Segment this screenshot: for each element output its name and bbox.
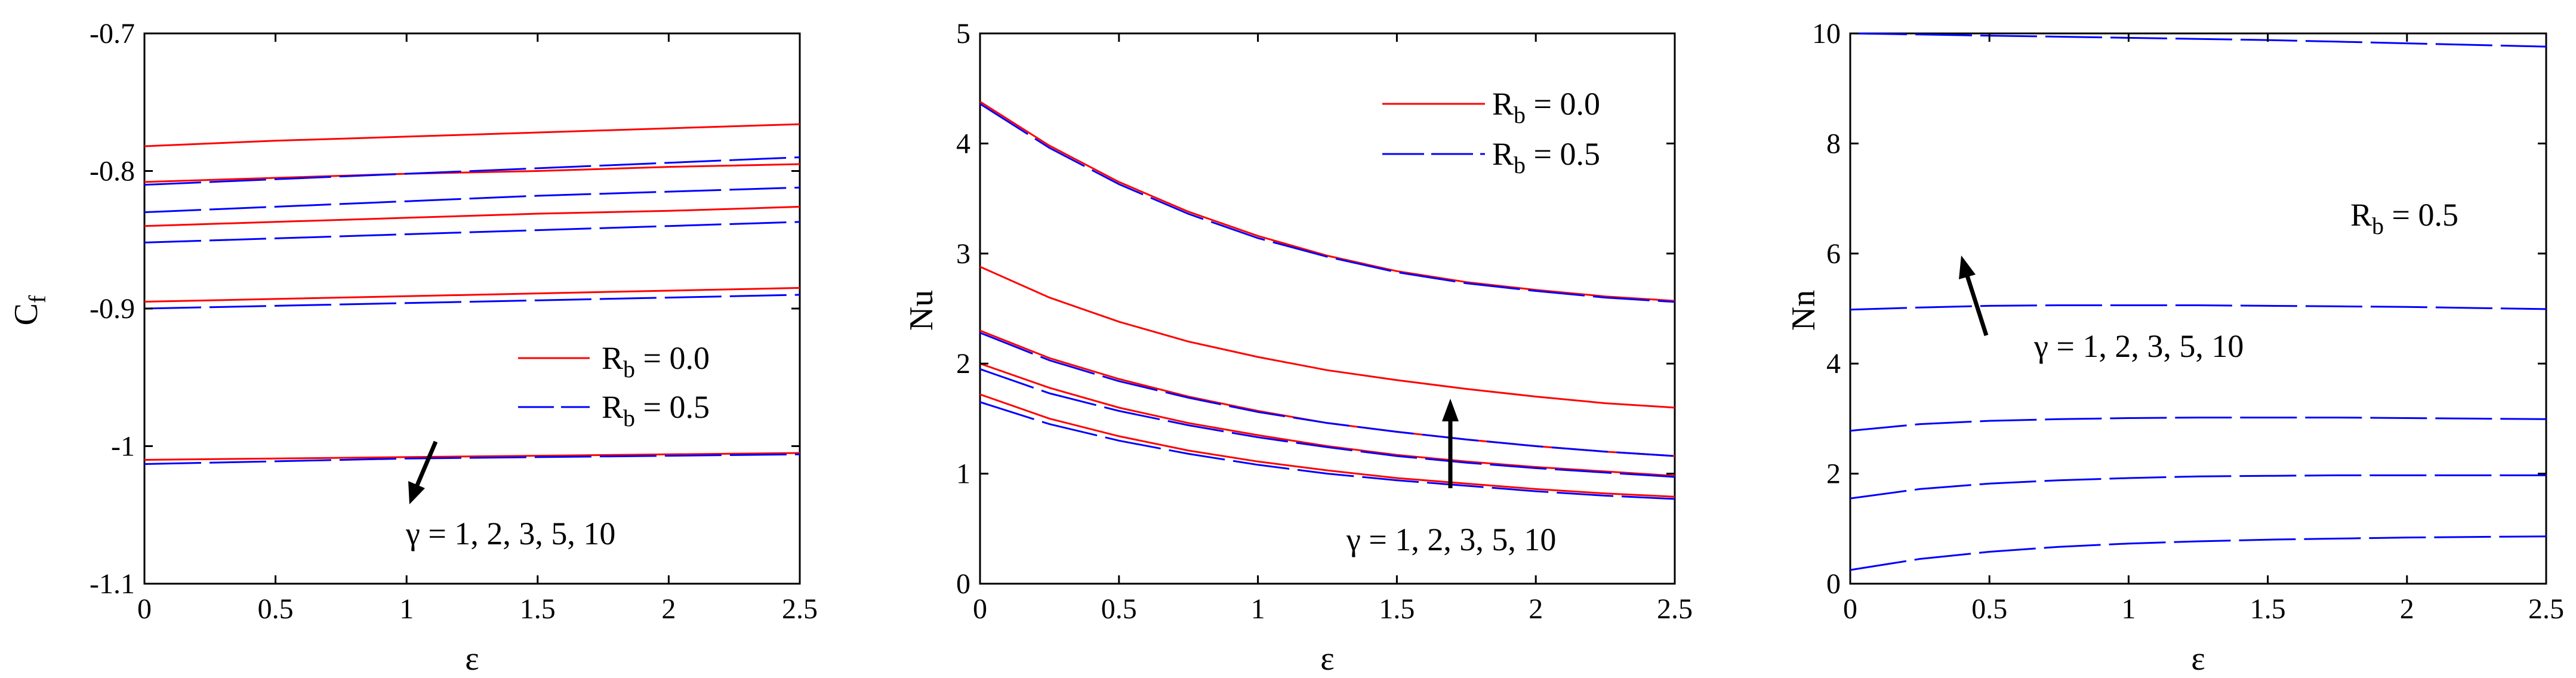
- gamma-annotation: γ = 1, 2, 3, 5, 10: [1346, 522, 1556, 557]
- y-tick-label: 4: [956, 128, 970, 159]
- series-line-blue-5: [979, 103, 1675, 303]
- series-layer: [1850, 32, 2547, 571]
- x-tick-label: 0.5: [1101, 593, 1137, 625]
- series-line-blue-6: [979, 332, 1675, 457]
- gamma-annotation: γ = 1, 2, 3, 5, 10: [405, 516, 615, 551]
- y-tick-label: 8: [1826, 128, 1841, 159]
- gamma-arrow: [408, 440, 438, 504]
- legend-label-rb-0: Rb = 0.0: [1492, 86, 1600, 128]
- rb-label: Rb = 0.5: [2350, 197, 2458, 239]
- series-line-blue-5: [144, 156, 800, 186]
- x-axis-ticks: 0 0.5 1 1.5 2 2.5: [973, 33, 1693, 625]
- y-tick-label: 10: [1812, 18, 1841, 50]
- series-layer: [979, 101, 1675, 500]
- y-tick-label: 2: [1826, 458, 1841, 490]
- y-tick-label: 2: [956, 348, 970, 380]
- x-tick-label: 2: [1529, 593, 1543, 625]
- y-tick-label: -0.7: [90, 18, 135, 50]
- series-line-red-4: [144, 452, 800, 461]
- gamma-arrow: [1442, 399, 1459, 488]
- chart-skin-friction: 0 0.5 1 1.5 2 2.5 -1.1 -1 -0.9 -0.8 -0.7 ε Cf Rb …: [8, 18, 818, 677]
- y-tick-label: 3: [956, 238, 970, 270]
- x-tick-label: 1.5: [2250, 593, 2286, 625]
- y-tick-label: 0: [956, 568, 970, 600]
- y-tick-label: -1: [111, 431, 135, 463]
- y-axis-label: Cf: [8, 295, 51, 325]
- x-axis-label: ε: [1320, 640, 1335, 677]
- x-tick-label: 1: [2121, 593, 2136, 625]
- y-axis-ticks: 0 2 4 6 8 10: [1812, 18, 2546, 600]
- series-layer: [144, 123, 800, 465]
- x-tick-label: 1.5: [520, 593, 556, 625]
- x-tick-label: 1: [1251, 593, 1265, 625]
- x-tick-label: 1.5: [1379, 593, 1415, 625]
- series-line-red-1: [144, 163, 800, 183]
- x-tick-label: 2.5: [2528, 593, 2564, 625]
- y-axis-label: Nu: [903, 290, 940, 331]
- y-tick-label: -0.9: [90, 293, 135, 325]
- legend: Rb = 0.0 Rb = 0.5: [518, 340, 710, 432]
- y-axis-label: Nn: [1785, 290, 1822, 331]
- x-tick-label: 0: [137, 593, 152, 625]
- y-axis-ticks: -1.1 -1 -0.9 -0.8 -0.7: [90, 18, 800, 600]
- series-line-blue-9: [144, 453, 800, 465]
- y-axis-ticks: 0 1 2 3 4 5: [956, 18, 1675, 600]
- x-axis-label: ε: [2191, 640, 2205, 677]
- x-tick-label: 2.5: [1657, 593, 1693, 625]
- series-line-red-3: [144, 286, 800, 303]
- gamma-arrow: [1959, 255, 1989, 337]
- series-line-blue-7: [144, 221, 800, 244]
- series-line-red-2: [144, 205, 800, 227]
- series-line-blue-7: [979, 368, 1675, 478]
- chart-sherwood: 0 0.5 1 1.5 2 2.5 0 2 4 6 8 10 ε Nn Rb = 0.5 γ = 1…: [1785, 18, 2564, 677]
- x-tick-label: 0: [973, 593, 987, 625]
- x-tick-label: 2.5: [782, 593, 818, 625]
- legend-label-rb-05: Rb = 0.5: [1492, 136, 1600, 178]
- y-tick-label: 4: [1826, 348, 1841, 380]
- legend-label-rb-0: Rb = 0.0: [602, 340, 710, 383]
- legend: Rb = 0.0 Rb = 0.5: [1382, 86, 1600, 178]
- plot-frame: [1849, 32, 2547, 585]
- y-tick-label: 6: [1826, 238, 1841, 270]
- series-line-blue-8: [979, 401, 1675, 500]
- series-line-red-1: [979, 266, 1675, 409]
- series-line-red-3: [979, 362, 1675, 477]
- plot-frame: [143, 32, 801, 585]
- y-tick-label: 1: [956, 458, 970, 490]
- x-axis-ticks: 0 0.5 1 1.5 2 2.5: [1843, 33, 2564, 625]
- y-tick-label: 5: [956, 18, 970, 50]
- series-line-blue-2: [1850, 417, 2547, 432]
- series-line-red-4: [979, 393, 1675, 498]
- x-tick-label: 1: [399, 593, 414, 625]
- x-tick-label: 2: [661, 593, 676, 625]
- y-tick-label: 0: [1826, 568, 1841, 600]
- series-line-blue-6: [144, 186, 800, 214]
- x-tick-label: 0: [1843, 593, 1857, 625]
- y-tick-label: -1.1: [90, 568, 135, 600]
- gamma-annotation: γ = 1, 2, 3, 5, 10: [2033, 328, 2244, 364]
- x-axis-label: ε: [465, 640, 479, 677]
- series-line-red-0: [144, 123, 800, 147]
- series-line-blue-1: [1850, 304, 2547, 311]
- series-line-blue-4: [1850, 535, 2547, 571]
- series-line-blue-3: [1850, 474, 2546, 500]
- series-line-blue-8: [144, 294, 800, 310]
- x-tick-label: 2: [2400, 593, 2414, 625]
- series-line-blue-0: [1850, 32, 2547, 48]
- series-line-red-0: [979, 101, 1675, 302]
- x-axis-ticks: 0 0.5 1 1.5 2 2.5: [137, 33, 818, 625]
- y-tick-label: -0.8: [90, 156, 135, 187]
- chart-nusselt: 0 0.5 1 1.5 2 2.5 0 1 2 3 4 5 ε Nu Rb = 0.0 Rb = 0…: [903, 18, 1693, 677]
- x-tick-label: 0.5: [1971, 593, 2007, 625]
- legend-label-rb-05: Rb = 0.5: [602, 389, 710, 432]
- x-tick-label: 0.5: [258, 593, 294, 625]
